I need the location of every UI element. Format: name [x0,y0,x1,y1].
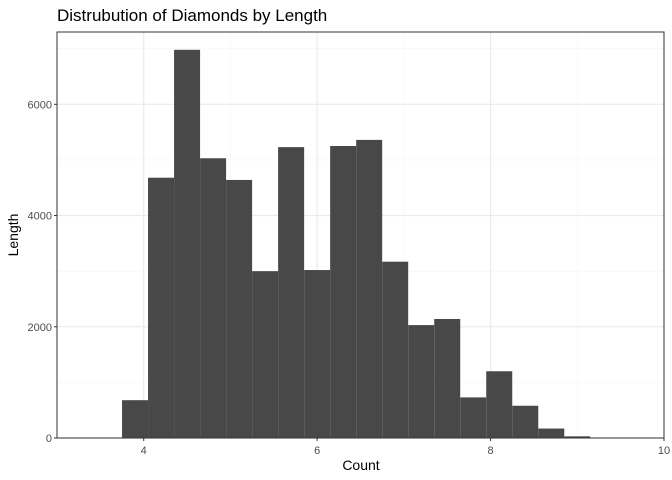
x-axis: 4 6 8 10 [141,438,670,457]
histogram-bar [304,270,331,438]
histogram-bar [174,49,201,438]
histogram-bar [538,428,565,438]
histogram-bar [356,139,383,439]
x-axis-title: Count [342,457,379,473]
chart-title: Distrubution of Diamonds by Length [57,6,327,25]
histogram-bar [460,397,487,438]
y-tick-label: 0 [46,433,52,445]
y-tick-label: 4000 [28,211,52,223]
x-tick-label: 6 [314,445,320,457]
histogram-bar [148,177,175,438]
histogram-bar [252,271,279,438]
histogram-bar [434,318,461,438]
histogram-bar [486,371,513,438]
histogram-bar [512,405,539,438]
bars [122,49,617,439]
y-axis: 0 2000 4000 6000 [28,99,57,445]
y-tick-label: 2000 [28,322,52,334]
x-tick-label: 10 [658,445,670,457]
y-tick-label: 6000 [28,99,52,111]
histogram-bar [226,179,253,438]
panel-border [56,31,665,439]
histogram-bar [330,146,357,438]
histogram-bar [200,158,227,438]
x-tick-label: 8 [488,445,494,457]
y-axis-title: Length [5,214,21,257]
histogram-bar [278,147,305,438]
histogram-bar [382,261,409,438]
histogram-bar [564,436,591,438]
histogram-bar [122,400,149,438]
x-tick-label: 4 [141,445,147,457]
histogram-bar [408,325,435,438]
